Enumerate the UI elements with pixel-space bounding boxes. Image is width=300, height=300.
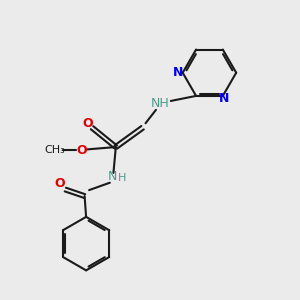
Text: N: N xyxy=(173,66,183,79)
Text: CH₃: CH₃ xyxy=(44,145,65,155)
Text: NH: NH xyxy=(151,98,170,110)
Text: O: O xyxy=(76,143,87,157)
Text: H: H xyxy=(118,172,127,183)
Text: N: N xyxy=(108,170,118,183)
Text: O: O xyxy=(82,117,93,130)
Text: O: O xyxy=(55,177,65,190)
Text: N: N xyxy=(219,92,230,105)
